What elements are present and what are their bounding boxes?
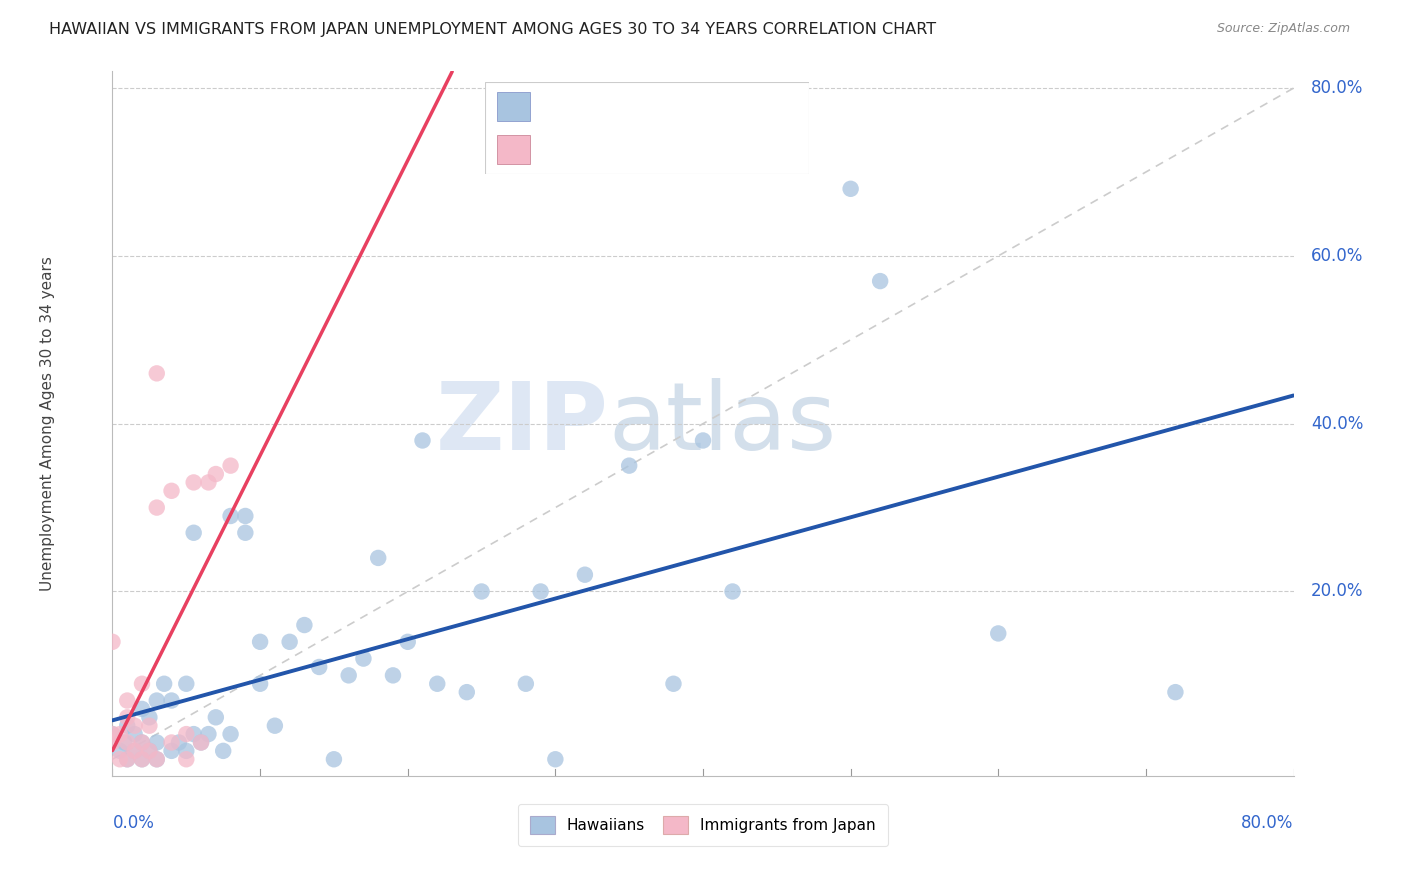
Point bbox=[131, 735, 153, 749]
Point bbox=[160, 735, 183, 749]
Point bbox=[396, 635, 419, 649]
Text: 0.0%: 0.0% bbox=[112, 814, 155, 832]
Point bbox=[131, 735, 153, 749]
Point bbox=[117, 719, 138, 733]
Point bbox=[233, 508, 256, 523]
Text: 60.0%: 60.0% bbox=[1312, 247, 1364, 265]
Point bbox=[411, 434, 433, 448]
Point bbox=[124, 719, 146, 733]
Point bbox=[249, 677, 271, 691]
Point bbox=[108, 744, 131, 758]
Point bbox=[233, 525, 256, 540]
Point bbox=[470, 584, 494, 599]
Point bbox=[278, 635, 301, 649]
Point bbox=[264, 719, 287, 733]
Point bbox=[146, 735, 169, 749]
Point bbox=[160, 483, 183, 498]
Point bbox=[146, 693, 169, 707]
Point bbox=[138, 719, 160, 733]
Point bbox=[367, 550, 389, 565]
Point bbox=[108, 752, 131, 766]
Point bbox=[219, 458, 242, 473]
Point bbox=[183, 525, 205, 540]
Point bbox=[183, 475, 205, 490]
Point bbox=[219, 727, 242, 741]
Point bbox=[869, 274, 891, 288]
Point bbox=[382, 668, 405, 682]
Point bbox=[112, 735, 135, 749]
Point bbox=[174, 744, 197, 758]
Point bbox=[101, 727, 124, 741]
Point bbox=[721, 584, 744, 599]
Point bbox=[117, 710, 138, 724]
Point bbox=[101, 735, 124, 749]
Point bbox=[212, 744, 235, 758]
Point bbox=[337, 668, 360, 682]
Point bbox=[146, 367, 169, 381]
Point bbox=[515, 677, 537, 691]
Point bbox=[138, 744, 160, 758]
Point bbox=[662, 677, 685, 691]
Point bbox=[131, 752, 153, 766]
Text: 80.0%: 80.0% bbox=[1241, 814, 1294, 832]
Point bbox=[1164, 685, 1187, 699]
Point bbox=[167, 735, 190, 749]
Text: 20.0%: 20.0% bbox=[1312, 582, 1364, 600]
Point bbox=[619, 458, 641, 473]
Point bbox=[131, 752, 153, 766]
Point bbox=[292, 618, 315, 632]
Point bbox=[124, 744, 146, 758]
Point bbox=[117, 735, 138, 749]
Text: Unemployment Among Ages 30 to 34 years: Unemployment Among Ages 30 to 34 years bbox=[39, 256, 55, 591]
Point bbox=[219, 508, 242, 523]
Point bbox=[249, 635, 271, 649]
Point bbox=[529, 584, 551, 599]
Point bbox=[117, 693, 138, 707]
Point bbox=[131, 702, 153, 716]
Point bbox=[426, 677, 449, 691]
Point bbox=[138, 710, 160, 724]
Text: Source: ZipAtlas.com: Source: ZipAtlas.com bbox=[1216, 22, 1350, 36]
Point bbox=[146, 500, 169, 515]
Point bbox=[692, 434, 714, 448]
Point bbox=[544, 752, 567, 766]
Point bbox=[101, 727, 124, 741]
Point bbox=[101, 635, 124, 649]
Point bbox=[308, 660, 330, 674]
Point bbox=[174, 677, 197, 691]
Point bbox=[146, 752, 169, 766]
Point bbox=[987, 626, 1010, 640]
Text: atlas: atlas bbox=[609, 377, 837, 470]
Point bbox=[183, 727, 205, 741]
Point bbox=[174, 727, 197, 741]
Point bbox=[352, 651, 374, 665]
Text: 80.0%: 80.0% bbox=[1312, 79, 1364, 97]
Text: ZIP: ZIP bbox=[436, 377, 609, 470]
Point bbox=[205, 467, 228, 481]
Point bbox=[174, 752, 197, 766]
Point bbox=[456, 685, 478, 699]
Point bbox=[197, 727, 219, 741]
Point bbox=[124, 727, 146, 741]
Point bbox=[574, 567, 596, 582]
Point bbox=[160, 693, 183, 707]
Point bbox=[190, 735, 212, 749]
Point bbox=[117, 752, 138, 766]
Point bbox=[131, 677, 153, 691]
Legend: Hawaiians, Immigrants from Japan: Hawaiians, Immigrants from Japan bbox=[517, 804, 889, 846]
Point bbox=[108, 727, 131, 741]
Point bbox=[117, 752, 138, 766]
Point bbox=[190, 735, 212, 749]
Point bbox=[323, 752, 346, 766]
Point bbox=[197, 475, 219, 490]
Point bbox=[153, 677, 176, 691]
Point bbox=[138, 744, 160, 758]
Point bbox=[146, 752, 169, 766]
Point bbox=[839, 182, 862, 196]
Point bbox=[124, 744, 146, 758]
Text: 40.0%: 40.0% bbox=[1312, 415, 1364, 433]
Point bbox=[160, 744, 183, 758]
Text: HAWAIIAN VS IMMIGRANTS FROM JAPAN UNEMPLOYMENT AMONG AGES 30 TO 34 YEARS CORRELA: HAWAIIAN VS IMMIGRANTS FROM JAPAN UNEMPL… bbox=[49, 22, 936, 37]
Point bbox=[205, 710, 228, 724]
